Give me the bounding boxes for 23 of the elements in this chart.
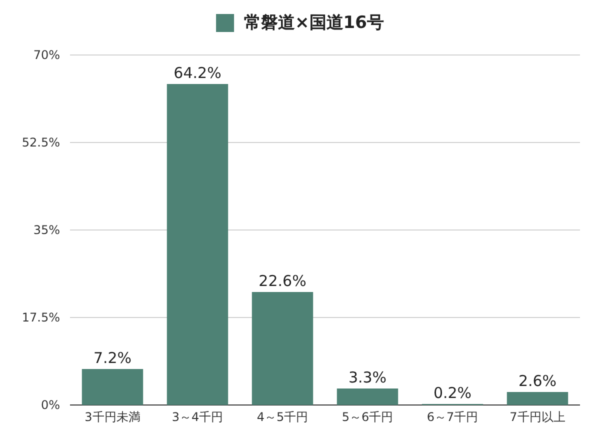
y-tick-label: 0% (40, 398, 60, 412)
bar (82, 369, 144, 405)
x-tick-label: 4～5千円 (256, 410, 308, 424)
legend-label: 常磐道×国道16号 (244, 13, 384, 33)
bar (166, 84, 228, 405)
x-tick-label: 6～7千円 (426, 410, 478, 424)
y-tick-label: 70% (33, 48, 60, 62)
x-tick-label: 7千円以上 (510, 410, 566, 424)
y-tick-label: 35% (33, 223, 60, 237)
bar (252, 292, 314, 405)
text: 0.2% (433, 384, 472, 402)
text: 2.6% (518, 372, 557, 390)
x-tick-label: 3千円未満 (84, 410, 140, 424)
x-tick-label: 5～6千円 (342, 410, 394, 424)
bar (506, 392, 568, 405)
y-tick-label: 17.5% (22, 310, 60, 324)
y-tick-label: 52.5% (22, 136, 60, 150)
text: 22.6% (258, 272, 306, 290)
text: 7.2% (93, 349, 132, 367)
text: 64.2% (174, 64, 222, 82)
x-tick-label: 3～4千円 (172, 410, 224, 424)
bar (336, 388, 398, 405)
text: 3.3% (348, 368, 387, 386)
